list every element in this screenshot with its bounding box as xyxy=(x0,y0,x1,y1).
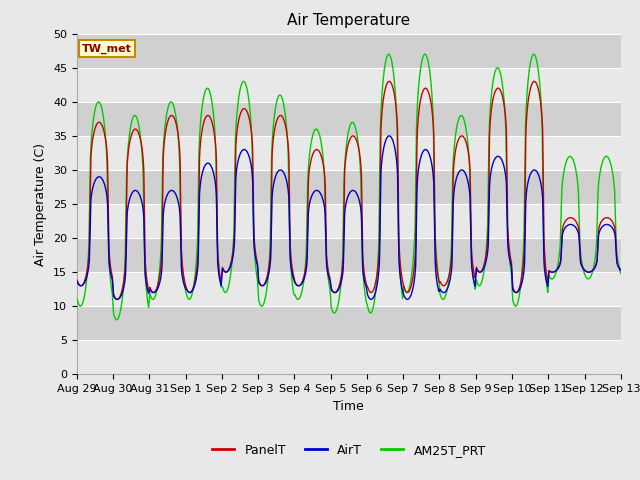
Bar xyxy=(77,272,621,306)
AM25T_PRT xyxy=(421,51,429,57)
PanelT xyxy=(385,79,393,84)
AM25T_PRT xyxy=(570,157,577,163)
AirT xyxy=(508,263,515,268)
AM25T_PRT xyxy=(508,269,515,275)
Bar xyxy=(77,238,621,272)
Line: PanelT: PanelT xyxy=(77,82,621,300)
Bar xyxy=(77,136,621,170)
Title: Air Temperature: Air Temperature xyxy=(287,13,410,28)
AirT xyxy=(617,267,625,273)
PanelT xyxy=(73,277,81,283)
AM25T_PRT xyxy=(584,276,592,282)
Bar xyxy=(77,204,621,238)
AirT xyxy=(570,222,577,228)
AM25T_PRT xyxy=(73,296,81,302)
PanelT xyxy=(225,266,232,272)
PanelT xyxy=(584,269,592,275)
Bar xyxy=(77,340,621,374)
AirT xyxy=(225,267,232,273)
PanelT xyxy=(617,267,625,273)
Bar xyxy=(77,34,621,68)
Y-axis label: Air Temperature (C): Air Temperature (C) xyxy=(35,143,47,265)
AM25T_PRT xyxy=(113,317,120,323)
AirT xyxy=(73,279,81,285)
Bar xyxy=(77,102,621,136)
X-axis label: Time: Time xyxy=(333,400,364,413)
AirT xyxy=(385,133,393,139)
Line: AirT: AirT xyxy=(77,136,621,300)
PanelT xyxy=(376,163,384,169)
AirT xyxy=(376,199,384,204)
PanelT xyxy=(570,216,577,221)
Bar xyxy=(77,306,621,340)
Line: AM25T_PRT: AM25T_PRT xyxy=(77,54,621,320)
PanelT xyxy=(113,297,121,302)
Bar xyxy=(77,170,621,204)
AM25T_PRT xyxy=(376,124,384,130)
AM25T_PRT xyxy=(617,271,625,276)
AM25T_PRT xyxy=(225,283,232,288)
Text: TW_met: TW_met xyxy=(82,44,132,54)
PanelT xyxy=(508,259,515,264)
Bar xyxy=(77,68,621,102)
AirT xyxy=(584,269,592,275)
PanelT xyxy=(365,287,372,292)
Legend: PanelT, AirT, AM25T_PRT: PanelT, AirT, AM25T_PRT xyxy=(207,439,491,462)
AirT xyxy=(113,297,121,302)
AM25T_PRT xyxy=(365,307,372,313)
AirT xyxy=(365,294,372,300)
